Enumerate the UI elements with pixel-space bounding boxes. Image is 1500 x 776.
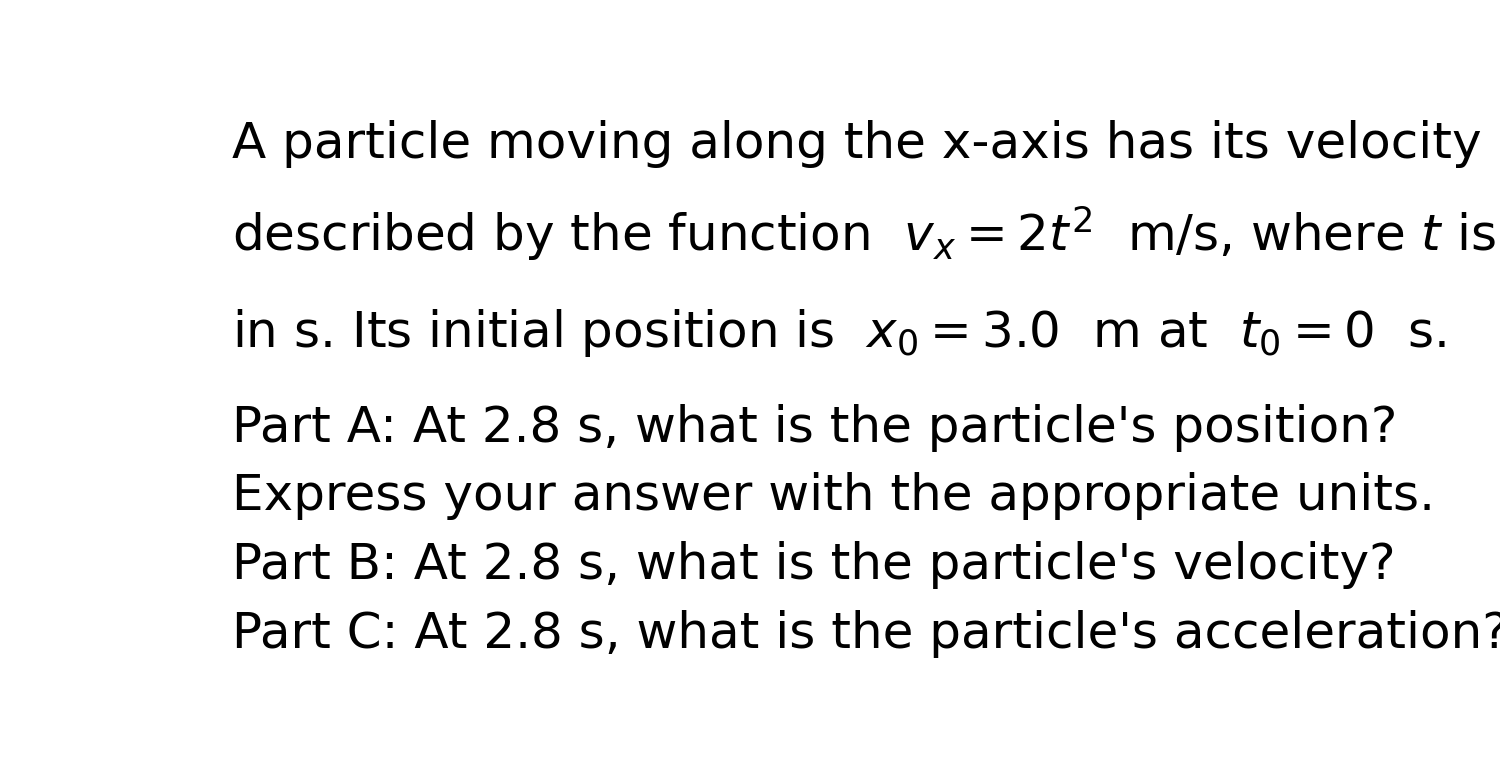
Text: A particle moving along the x-axis has its velocity: A particle moving along the x-axis has i…: [231, 120, 1482, 168]
Text: described by the function  $v_x = 2t^2$  m/s, where $t$ is: described by the function $v_x = 2t^2$ m…: [231, 204, 1496, 263]
Text: Part C: At 2.8 s, what is the particle's acceleration?: Part C: At 2.8 s, what is the particle's…: [231, 610, 1500, 658]
Text: in s. Its initial position is  $x_0 = 3.0$  m at  $t_0 = 0$  s.: in s. Its initial position is $x_0 = 3.0…: [231, 307, 1446, 359]
Text: Part A: At 2.8 s, what is the particle's position?: Part A: At 2.8 s, what is the particle's…: [231, 404, 1396, 452]
Text: Express your answer with the appropriate units.: Express your answer with the appropriate…: [231, 473, 1434, 521]
Text: Part B: At 2.8 s, what is the particle's velocity?: Part B: At 2.8 s, what is the particle's…: [231, 541, 1395, 589]
